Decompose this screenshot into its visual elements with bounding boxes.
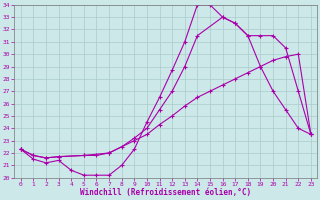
- X-axis label: Windchill (Refroidissement éolien,°C): Windchill (Refroidissement éolien,°C): [80, 188, 252, 197]
